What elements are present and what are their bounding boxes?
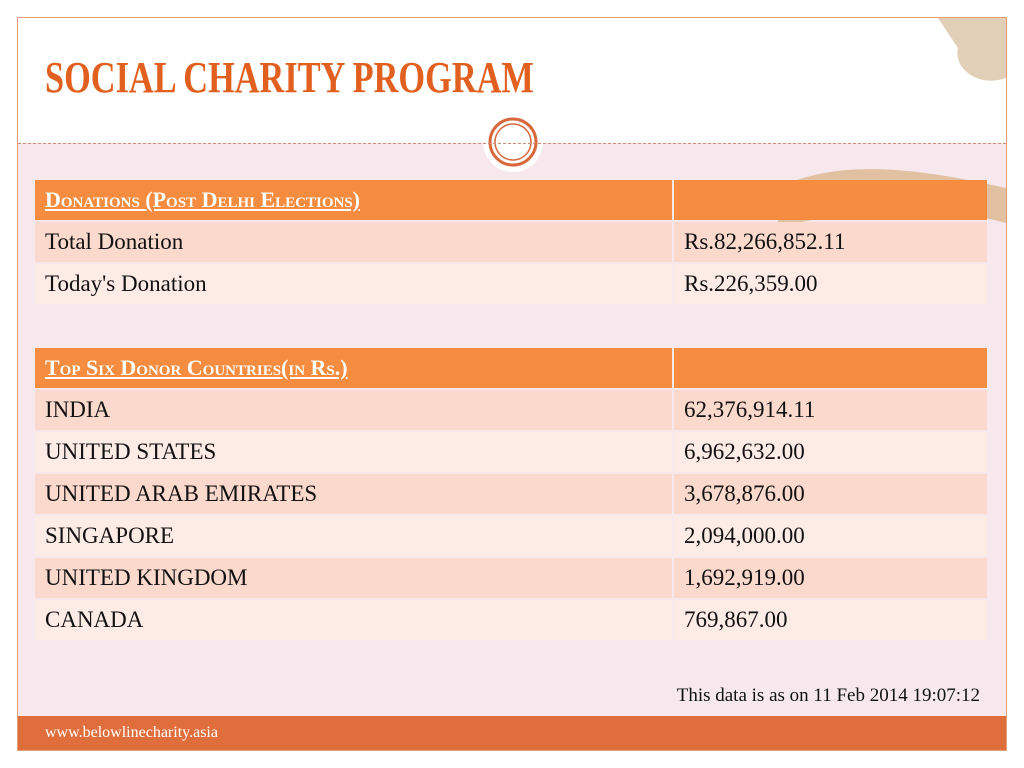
- table-row: UNITED STATES 6,962,632.00: [35, 432, 987, 472]
- table-cell: CANADA: [35, 600, 672, 640]
- table-row: CANADA 769,867.00: [35, 600, 987, 640]
- table-cell: 62,376,914.11: [674, 390, 987, 430]
- table-cell: INDIA: [35, 390, 672, 430]
- table-cell: 3,678,876.00: [674, 474, 987, 514]
- table-cell: UNITED STATES: [35, 432, 672, 472]
- ornament: [494, 123, 532, 161]
- table-cell: 769,867.00: [674, 600, 987, 640]
- table-cell: 1,692,919.00: [674, 558, 987, 598]
- table: Donations (Post Delhi Elections) Total Do…: [35, 180, 987, 306]
- footer: www.belowlinecharity.asia: [18, 716, 1006, 750]
- table-cell: UNITED ARAB EMIRATES: [35, 474, 672, 514]
- ornament: [488, 117, 538, 167]
- header-row: Top Six Donor Countries(in Rs.): [35, 348, 987, 388]
- header-cell: [674, 180, 987, 220]
- slide: SOCIAL CHARITY PROGRAM Donations (Post D…: [17, 17, 1007, 751]
- footer-url: www.belowlinecharity.asia: [45, 724, 218, 741]
- table-cell: 6,962,632.00: [674, 432, 987, 472]
- table-row: Total Donation Rs.82,266,852.11: [35, 222, 987, 262]
- header-cell: [674, 348, 987, 388]
- table-cell: Rs.82,266,852.11: [674, 222, 987, 262]
- header-cell: Top Six Donor Countries(in Rs.): [35, 348, 672, 388]
- table-cell: UNITED KINGDOM: [35, 558, 672, 598]
- header-row: Donations (Post Delhi Elections): [35, 180, 987, 220]
- table-cell: Total Donation: [35, 222, 672, 262]
- table-cell: 2,094,000.00: [674, 516, 987, 556]
- slide-title: SOCIAL CHARITY PROGRAM: [45, 53, 534, 102]
- header-cell: Donations (Post Delhi Elections): [35, 180, 672, 220]
- table: Top Six Donor Countries(in Rs.) INDIA 62,3…: [35, 348, 987, 642]
- divider: [18, 143, 1006, 144]
- table-row: INDIA 62,376,914.11: [35, 390, 987, 430]
- table-row: SINGAPORE 2,094,000.00: [35, 516, 987, 556]
- table-cell: SINGAPORE: [35, 516, 672, 556]
- table-cell: Today's Donation: [35, 264, 672, 304]
- table-row: UNITED KINGDOM 1,692,919.00: [35, 558, 987, 598]
- table-row: UNITED ARAB EMIRATES 3,678,876.00: [35, 474, 987, 514]
- table-cell: Rs.226,359.00: [674, 264, 987, 304]
- note: This data is as on 11 Feb 2014 19:07:12: [676, 685, 980, 706]
- swoosh: [938, 18, 1006, 81]
- table-row: Today's Donation Rs.226,359.00: [35, 264, 987, 304]
